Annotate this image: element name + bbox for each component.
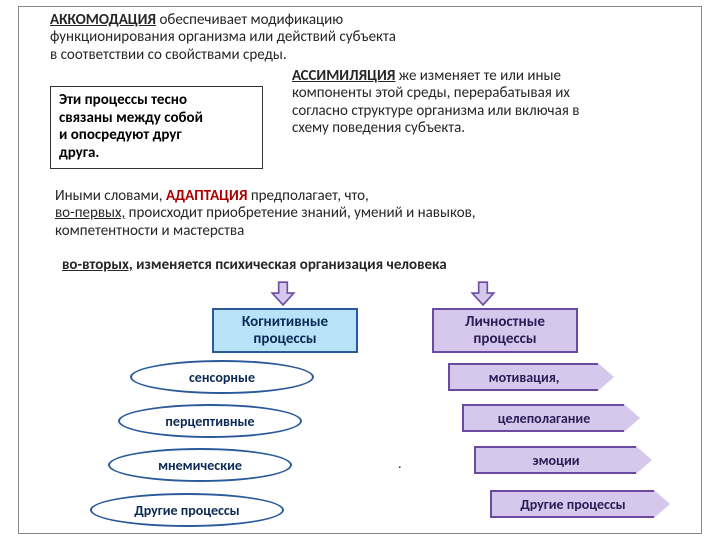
arrow-emotions-label: эмоции bbox=[532, 452, 579, 469]
oval-other-left-label: Другие процессы bbox=[134, 502, 239, 519]
header-cognitive: Когнитивные процессы bbox=[212, 308, 358, 353]
mid-pre: Иными словами, bbox=[55, 187, 166, 205]
right-paragraph: АССИМИЛЯЦИЯ же изменяет те или иные комп… bbox=[292, 68, 687, 137]
oval-sensory: сенсорные bbox=[130, 360, 314, 394]
right-l2: компоненты этой среды, перерабатывая их bbox=[292, 84, 570, 102]
top-line2: функционирования организма или действий … bbox=[50, 28, 396, 46]
arrow-other-right-label: Другие процессы bbox=[520, 496, 625, 513]
stray-dot: . bbox=[398, 456, 402, 472]
mid-l2-rest: происходит приобретение знаний, умений и… bbox=[125, 204, 475, 222]
arrow-motivation-label: мотивация, bbox=[489, 369, 560, 386]
term-adaptation: АДАПТАЦИЯ bbox=[166, 187, 247, 205]
oval-sensory-label: сенсорные bbox=[189, 369, 255, 386]
mid-post: предполагает, что, bbox=[247, 187, 368, 205]
header-per-l2: процессы bbox=[473, 330, 536, 348]
box-l1: Эти процессы тесно bbox=[59, 91, 187, 109]
oval-other-left: Другие процессы bbox=[90, 493, 284, 527]
arrow-goal: целеполагание bbox=[462, 404, 624, 432]
arrow-emotions: эмоции bbox=[474, 446, 636, 474]
top-line3: в соответствии со свойствами среды. bbox=[50, 46, 287, 64]
mid-u1: во-первых, bbox=[55, 204, 125, 222]
box-l4: друга. bbox=[59, 144, 99, 162]
top-paragraph: АККОМОДАЦИЯ обеспечивает модификацию фун… bbox=[50, 12, 610, 64]
second-u: во-вторых, bbox=[62, 256, 133, 274]
right-l4: схему поведения субъекта. bbox=[292, 119, 465, 137]
arrow-motivation: мотивация, bbox=[448, 363, 598, 391]
box-l3: и опосредуют друг bbox=[59, 126, 182, 144]
header-cog-l1: Когнитивные bbox=[242, 313, 328, 331]
header-per-l1: Личностные bbox=[465, 313, 545, 331]
top-line1-rest: обеспечивает модификацию bbox=[156, 11, 343, 29]
mid-l3: компетентности и мастерства bbox=[55, 222, 244, 240]
header-cog-l2: процессы bbox=[253, 330, 316, 348]
arrow-other-right: Другие процессы bbox=[490, 490, 654, 518]
arrow-goal-label: целеполагание bbox=[498, 410, 591, 427]
right-l3: согласно структуре организма или включая… bbox=[292, 102, 579, 120]
box-l2: связаны между собой bbox=[59, 109, 203, 127]
oval-mnemic: мнемические bbox=[108, 448, 292, 482]
down-arrow-icon bbox=[270, 280, 296, 306]
down-arrow-icon bbox=[470, 280, 496, 306]
secondly-paragraph: во-вторых, изменяется психическая органи… bbox=[62, 257, 682, 274]
oval-perceptive: перцептивные bbox=[118, 404, 302, 438]
adaptation-paragraph: Иными словами, АДАПТАЦИЯ предполагает, ч… bbox=[55, 188, 675, 240]
second-rest: изменяется психическая организация челов… bbox=[133, 256, 447, 274]
term-assimilation: АССИМИЛЯЦИЯ bbox=[292, 67, 395, 85]
oval-mnemic-label: мнемические bbox=[158, 457, 242, 474]
header-personal: Личностные процессы bbox=[432, 308, 578, 353]
right-l1-rest: же изменяет те или иные bbox=[395, 67, 561, 85]
term-accommodation: АККОМОДАЦИЯ bbox=[50, 11, 156, 29]
box-relation: Эти процессы тесно связаны между собой и… bbox=[50, 86, 263, 169]
oval-perceptive-label: перцептивные bbox=[165, 413, 254, 430]
